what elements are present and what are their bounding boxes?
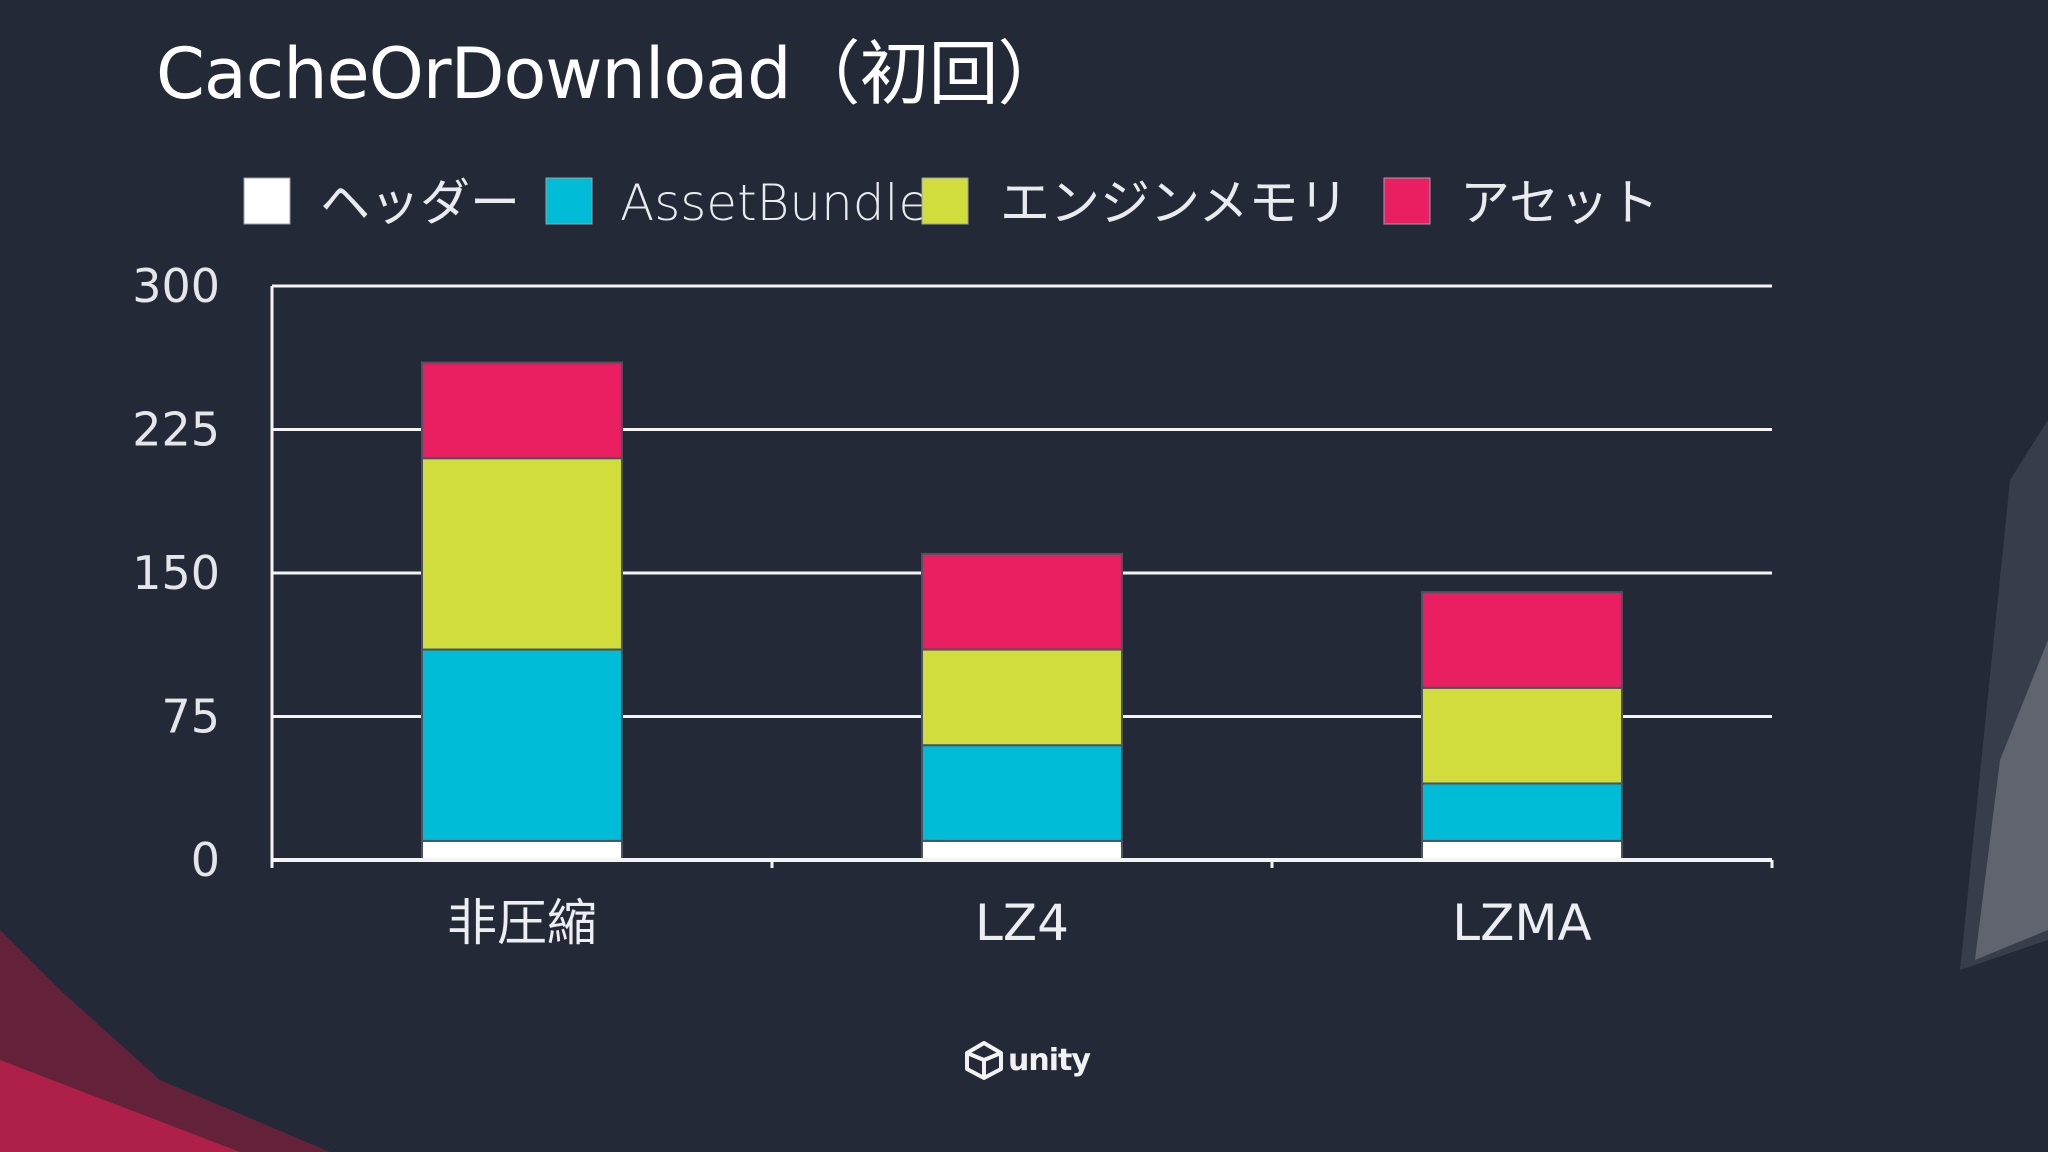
- edge-shard-light: [1975, 640, 2048, 960]
- y-tick-label: 0: [191, 833, 220, 887]
- legend-swatch: [545, 177, 593, 225]
- legend-label: ヘッダー: [320, 174, 520, 232]
- y-tick-label: 75: [161, 690, 220, 744]
- bar-segment: [921, 744, 1123, 842]
- bar-segment: [1421, 782, 1623, 842]
- legend-label: アセット: [1460, 174, 1659, 232]
- bar-segment: [421, 361, 623, 460]
- bars: 非圧縮 LZ4 LZMA: [421, 361, 1623, 952]
- legend-swatch: [1383, 177, 1431, 225]
- legend-swatch: [921, 177, 969, 225]
- bar-segment: [1421, 591, 1623, 689]
- legend-label: AssetBundle: [620, 174, 929, 232]
- bar-segment: [1421, 686, 1623, 785]
- x-tick-label: 非圧縮: [447, 894, 597, 952]
- y-tick-label: 225: [132, 403, 220, 457]
- logo-wordmark: unity: [1008, 1042, 1091, 1078]
- unity-cube-icon: [965, 1041, 1003, 1080]
- axes: [270, 286, 1774, 868]
- bar-segment: [921, 648, 1123, 747]
- bar-segment: [421, 839, 623, 861]
- unity-logo: unity: [964, 1035, 1091, 1085]
- corner-shard-red: [0, 1060, 240, 1152]
- bar-segment: [921, 839, 1123, 861]
- bar-segment: [921, 552, 1123, 651]
- y-tick-label: 150: [132, 546, 220, 600]
- page-title: CacheOrDownload（初回）: [156, 33, 1068, 115]
- bar-segment: [421, 457, 623, 651]
- legend-swatch: [243, 177, 291, 225]
- legend-label: エンジンメモリ: [1000, 174, 1349, 232]
- legend: ヘッダー AssetBundle エンジンメモリ アセット: [243, 174, 1659, 232]
- x-tick-label: LZMA: [1452, 894, 1591, 952]
- y-tick-label: 300: [132, 259, 220, 313]
- x-tick-label: LZ4: [975, 894, 1069, 952]
- bar-segment: [1421, 839, 1623, 861]
- bar-segment: [421, 648, 623, 842]
